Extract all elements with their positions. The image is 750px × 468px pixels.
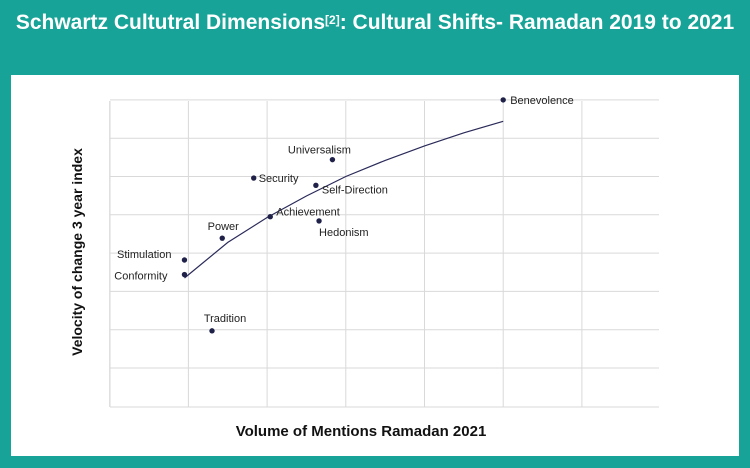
data-label-security: Security <box>259 173 299 185</box>
data-label-universalism: Universalism <box>288 145 351 157</box>
data-label-self-direction: Self-Direction <box>322 184 388 196</box>
y-axis-title: Velocity of change 3 year index <box>69 148 85 356</box>
data-point-stimulation <box>181 257 188 263</box>
data-point-achievement <box>267 214 273 220</box>
data-point-benevolence <box>500 97 506 103</box>
data-label-tradition: Tradition <box>204 313 246 325</box>
grid-lines <box>109 99 659 408</box>
data-label-hedonism: Hedonism <box>319 227 369 239</box>
data-point-tradition <box>209 328 215 334</box>
data-point-conformity <box>181 271 188 278</box>
data-points: Benevolence Universalism Security Self-Dire… <box>114 95 574 334</box>
chart-panel: Benevolence Universalism Security Self-Dire… <box>11 75 739 456</box>
scatter-chart: Benevolence Universalism Security Self-Dire… <box>69 95 659 440</box>
data-point-security <box>251 175 257 181</box>
data-label-stimulation: Stimulation <box>117 249 171 261</box>
chart-title: Schwartz Cultutral Dimensions[2]: Cultur… <box>0 8 750 37</box>
data-label-conformity: Conformity <box>114 271 168 283</box>
trendline <box>184 120 504 279</box>
data-label-power: Power <box>208 221 240 233</box>
data-label-benevolence: Benevolence <box>510 95 574 107</box>
chart-title-rest: : Cultural Shifts- Ramadan 2019 to 2021 <box>339 11 735 34</box>
data-point-self-direction <box>313 182 319 189</box>
chart-title-main: Schwartz Cultutral Dimensions <box>15 11 326 34</box>
data-point-power <box>219 235 225 241</box>
data-label-achievement: Achievement <box>276 207 340 219</box>
chart-title-reference: [2] <box>325 13 340 27</box>
data-point-hedonism <box>316 218 322 224</box>
data-point-universalism <box>329 156 336 163</box>
x-axis-title: Volume of Mentions Ramadan 2021 <box>236 423 487 440</box>
